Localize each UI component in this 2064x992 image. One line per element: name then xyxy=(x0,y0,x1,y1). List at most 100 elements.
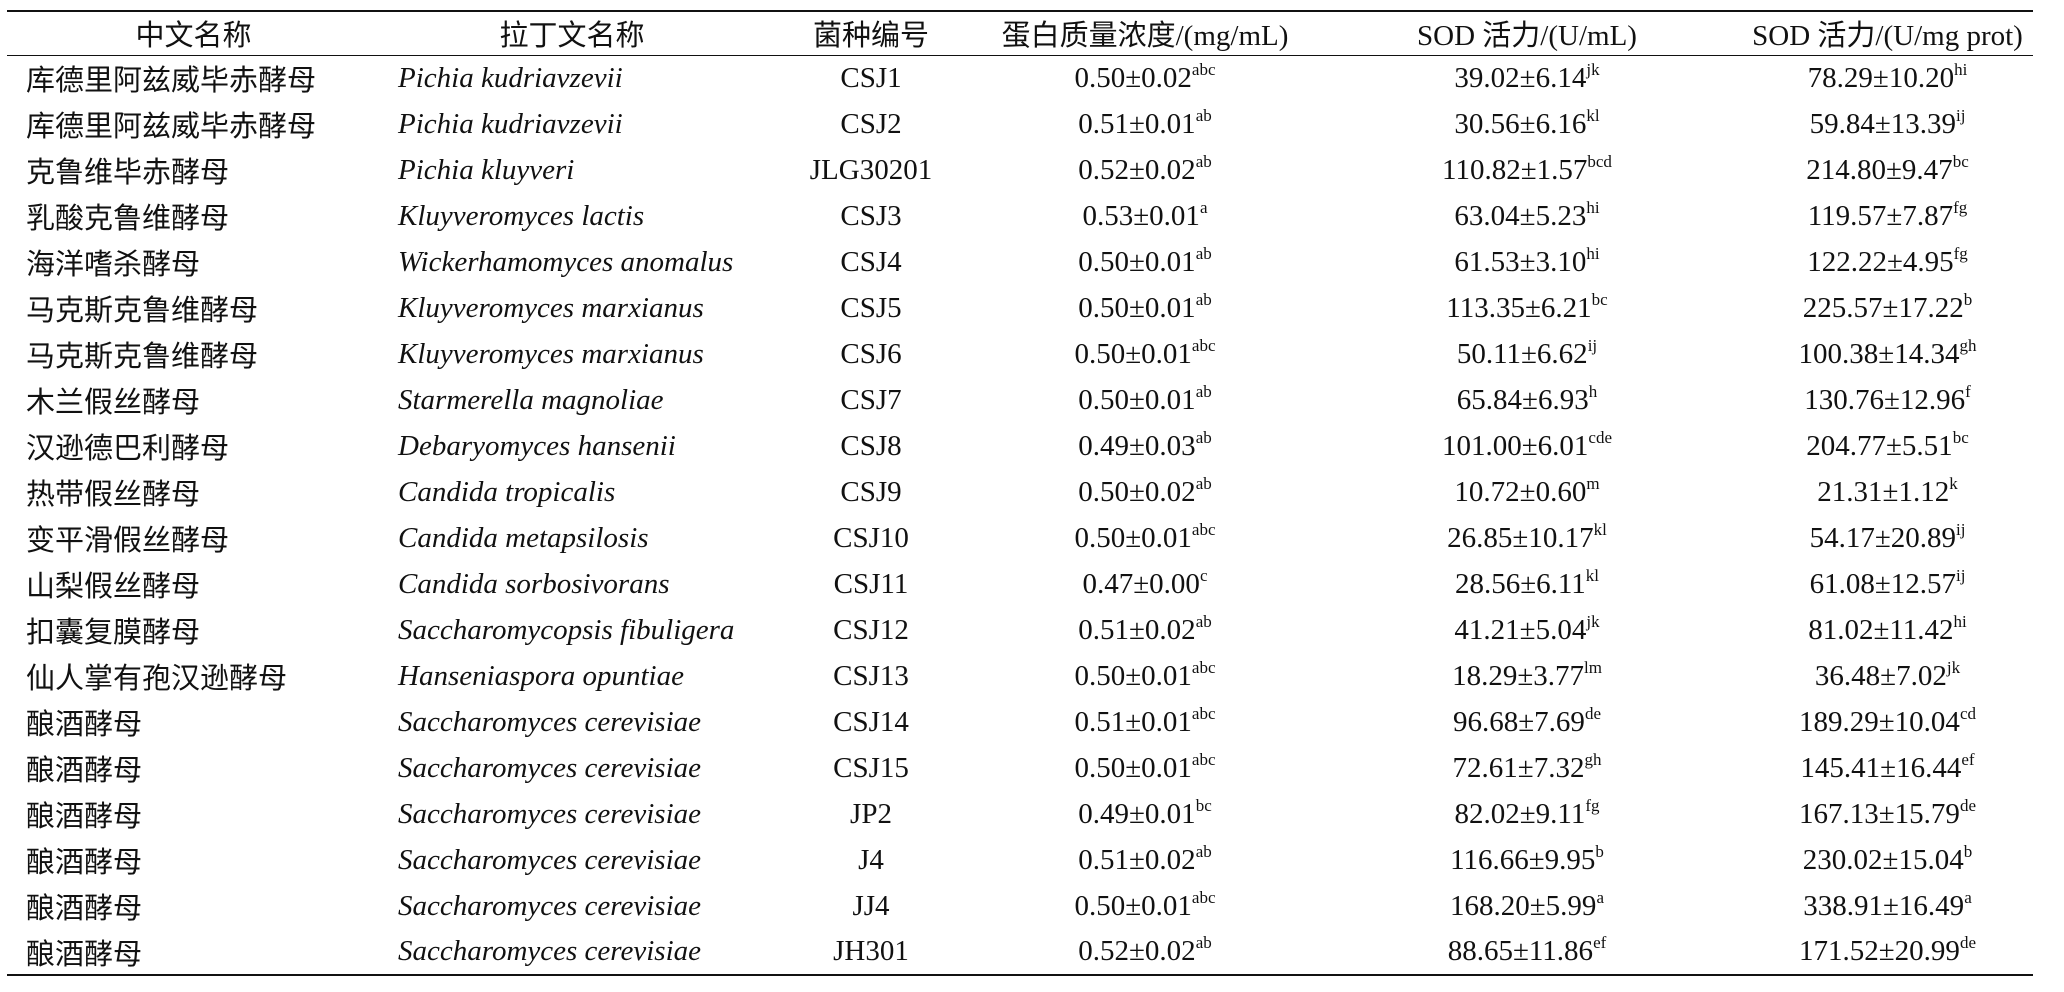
value-cell: 63.04±5.23hi xyxy=(1312,193,1742,239)
value-text: 0.50±0.01 xyxy=(1078,291,1196,324)
significance-letter: hi xyxy=(1586,243,1600,263)
significance-letter: abc xyxy=(1191,59,1216,79)
table-row: 汉逊德巴利酵母 Debaryomyces hansenii CSJ8 0.49±0.0… xyxy=(7,423,2033,469)
value-text: 214.80±9.47 xyxy=(1806,153,1953,186)
value-text: 82.02±9.11 xyxy=(1454,797,1586,830)
significance-letter: abc xyxy=(1191,519,1216,539)
value-text: 54.17±20.89 xyxy=(1809,521,1956,554)
latin-name: Kluyveromyces lactis xyxy=(398,199,645,232)
strain-id: CSJ6 xyxy=(840,337,902,370)
value-text: 171.52±20.99 xyxy=(1799,935,1960,967)
value-text: 0.49±0.01 xyxy=(1078,797,1196,830)
value-cell: 0.50±0.01ab xyxy=(978,377,1312,423)
value-text: 0.50±0.01 xyxy=(1078,383,1196,416)
strain-id: JLG30201 xyxy=(809,153,933,186)
value-text: 119.57±7.87 xyxy=(1807,199,1954,232)
significance-letter: hi xyxy=(1954,59,1968,79)
chinese-name: 酿酒酵母 xyxy=(26,893,143,925)
value-text: 167.13±15.79 xyxy=(1799,797,1960,830)
value-cell: 0.51±0.01abc xyxy=(978,699,1312,745)
latin-name: Saccharomyces cerevisiae xyxy=(398,797,702,830)
value-cell: 225.57±17.22b xyxy=(1742,285,2033,331)
significance-letter: de xyxy=(1959,933,1976,952)
value-cell: 39.02±6.14jk xyxy=(1312,55,1742,101)
value-text: 116.66±9.95 xyxy=(1450,843,1596,876)
value-text: 130.76±12.96 xyxy=(1804,383,1966,416)
significance-letter: cde xyxy=(1588,427,1612,447)
value-cell: 0.50±0.01abc xyxy=(978,515,1312,561)
significance-letter: hi xyxy=(1953,611,1967,631)
value-cell: 0.51±0.01ab xyxy=(978,101,1312,147)
chinese-name: 库德里阿兹威毕赤酵母 xyxy=(26,111,317,143)
column-header: SOD 活力/(U/mg prot) xyxy=(1752,20,2023,53)
value-text: 41.21±5.04 xyxy=(1454,613,1587,646)
value-text: 122.22±4.95 xyxy=(1807,245,1954,278)
value-text: 168.20±5.99 xyxy=(1450,889,1597,922)
value-text: 230.02±15.04 xyxy=(1802,843,1964,876)
value-cell: 18.29±3.77lm xyxy=(1312,653,1742,699)
significance-letter: ab xyxy=(1195,611,1212,631)
value-cell: 113.35±6.21bc xyxy=(1312,285,1742,331)
chinese-name: 克鲁维毕赤酵母 xyxy=(26,157,230,189)
value-cell: 110.82±1.57bcd xyxy=(1312,147,1742,193)
value-cell: 122.22±4.95fg xyxy=(1742,239,2033,285)
significance-letter: de xyxy=(1959,795,1976,815)
value-text: 204.77±5.51 xyxy=(1806,429,1953,462)
value-text: 145.41±16.44 xyxy=(1800,751,1962,784)
value-cell: 78.29±10.20hi xyxy=(1742,55,2033,101)
chinese-name: 扣囊复膜酵母 xyxy=(26,617,201,649)
value-cell: 61.08±12.57ij xyxy=(1742,561,2033,607)
value-text: 225.57±17.22 xyxy=(1802,291,1964,324)
value-cell: 145.41±16.44ef xyxy=(1742,745,2033,791)
value-text: 30.56±6.16 xyxy=(1454,107,1587,140)
chinese-name: 马克斯克鲁维酵母 xyxy=(26,341,259,373)
latin-name: Saccharomyces cerevisiae xyxy=(398,935,702,967)
strain-id: CSJ3 xyxy=(840,199,902,232)
significance-letter: ef xyxy=(1961,749,1975,769)
significance-letter: abc xyxy=(1191,335,1216,355)
significance-letter: ab xyxy=(1195,289,1212,309)
value-text: 338.91±16.49 xyxy=(1803,889,1965,922)
column-header: 中文名称 xyxy=(135,20,252,53)
value-text: 81.02±11.42 xyxy=(1808,613,1954,646)
latin-name: Candida tropicalis xyxy=(398,475,616,508)
value-cell: 0.49±0.03ab xyxy=(978,423,1312,469)
chinese-name: 仙人掌有孢汉逊酵母 xyxy=(26,663,288,695)
chinese-name: 乳酸克鲁维酵母 xyxy=(26,203,230,235)
latin-name: Pichia kudriavzevii xyxy=(398,61,623,94)
value-cell: 36.48±7.02jk xyxy=(1742,653,2033,699)
strain-id: CSJ8 xyxy=(840,429,902,462)
value-cell: 171.52±20.99de xyxy=(1742,929,2033,975)
header-row: 中文名称 拉丁文名称 菌种编号 蛋白质量浓度/(mg/mL) SOD 活力/(U/mL)… xyxy=(7,11,2033,55)
value-cell: 72.61±7.32gh xyxy=(1312,745,1742,791)
strain-id: CSJ10 xyxy=(833,521,909,554)
value-cell: 0.51±0.02ab xyxy=(978,837,1312,883)
strain-id: CSJ1 xyxy=(840,61,902,94)
value-text: 0.50±0.01 xyxy=(1074,889,1192,922)
significance-letter: cd xyxy=(1959,703,1976,723)
value-cell: 10.72±0.60m xyxy=(1312,469,1742,515)
chinese-name: 酿酒酵母 xyxy=(26,847,143,879)
significance-letter: kl xyxy=(1586,105,1600,125)
value-text: 61.08±12.57 xyxy=(1809,567,1956,600)
value-text: 0.51±0.01 xyxy=(1078,107,1196,140)
latin-name: Saccharomyces cerevisiae xyxy=(398,751,702,784)
significance-letter: abc xyxy=(1191,703,1216,723)
value-cell: 61.53±3.10hi xyxy=(1312,239,1742,285)
value-cell: 96.68±7.69de xyxy=(1312,699,1742,745)
strain-id: JP2 xyxy=(850,797,892,830)
value-text: 189.29±10.04 xyxy=(1799,705,1960,738)
table-row: 库德里阿兹威毕赤酵母 Pichia kudriavzevii CSJ2 0.51±0.… xyxy=(7,101,2033,147)
table-row: 海洋嗜杀酵母 Wickerhamomyces anomalus CSJ4 0.50±0… xyxy=(7,239,2033,285)
significance-letter: ab xyxy=(1195,473,1212,493)
chinese-name: 汉逊德巴利酵母 xyxy=(26,433,230,465)
value-text: 0.52±0.02 xyxy=(1078,935,1196,967)
table-row: 酿酒酵母 Saccharomyces cerevisiae JP2 0.49±0.01… xyxy=(7,791,2033,837)
value-text: 28.56±6.11 xyxy=(1454,567,1586,600)
significance-letter: ij xyxy=(1955,565,1966,585)
value-text: 0.50±0.01 xyxy=(1074,521,1192,554)
value-text: 110.82±1.57 xyxy=(1442,153,1588,186)
latin-name: Saccharomyces cerevisiae xyxy=(398,705,702,738)
chinese-name: 热带假丝酵母 xyxy=(26,479,201,511)
value-cell: 338.91±16.49a xyxy=(1742,883,2033,929)
